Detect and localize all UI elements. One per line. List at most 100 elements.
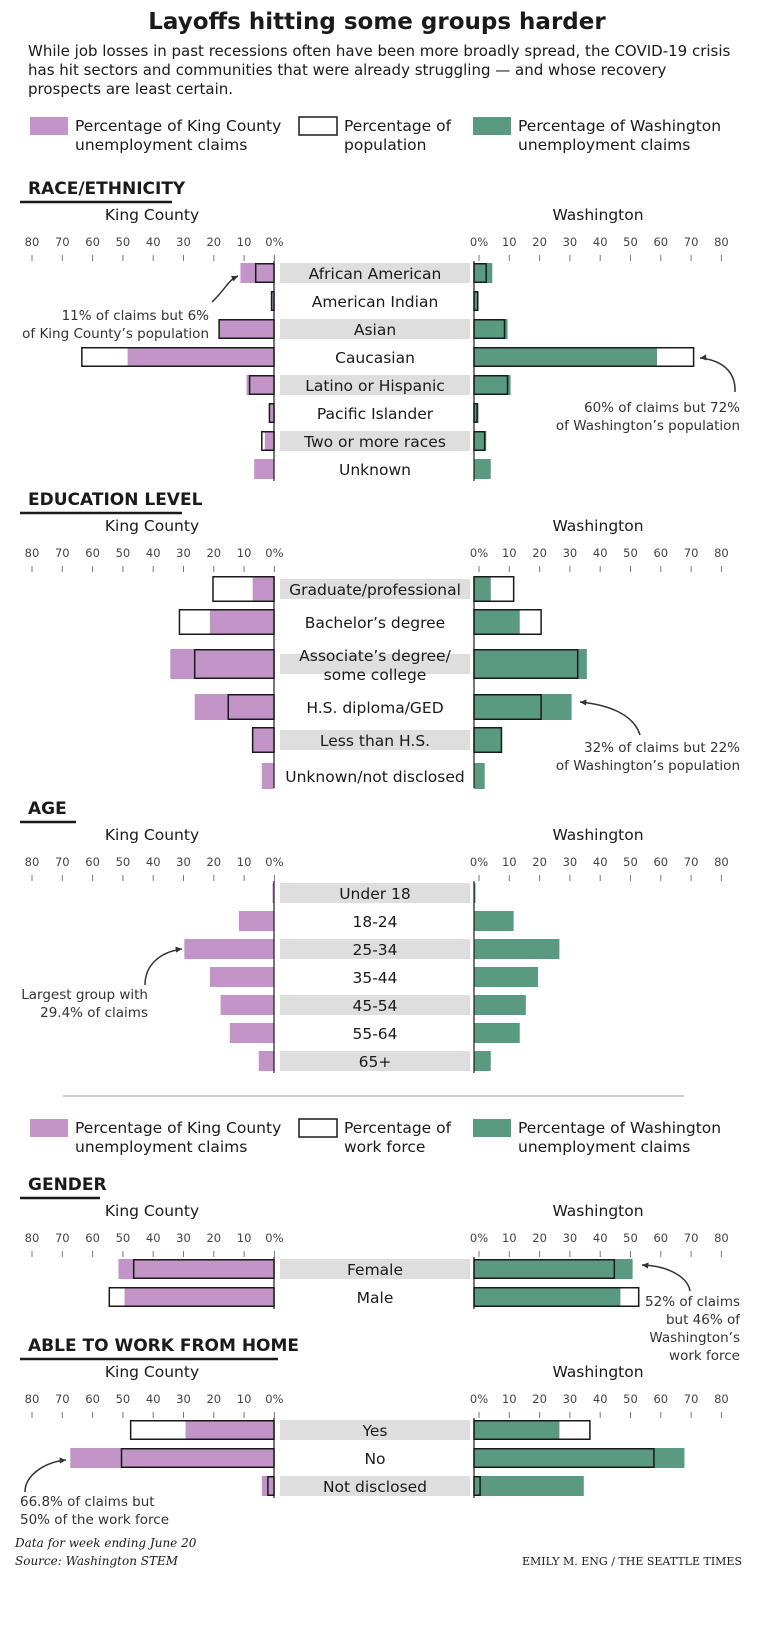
category-label: Bachelor’s degree — [305, 614, 445, 632]
legend-wa-claims-label: unemployment claims — [518, 1138, 690, 1156]
category-label: Unknown/not disclosed — [285, 768, 464, 786]
king-claims-bar — [264, 431, 274, 451]
king-axis-tick: 60 — [85, 235, 100, 249]
category-label: 65+ — [359, 1053, 392, 1071]
category-label: Caucasian — [335, 349, 415, 367]
king-axis-tick: 70 — [55, 1392, 70, 1406]
king-claims-bar — [270, 291, 274, 311]
wa-axis-tick: 70 — [684, 235, 699, 249]
king-axis-tick: 70 — [55, 546, 70, 560]
wa-axis-tick: 70 — [684, 1392, 699, 1406]
king-axis-tick: 20 — [206, 1392, 221, 1406]
king-axis-tick: 50 — [116, 1231, 131, 1245]
category-band — [280, 375, 470, 395]
wa-axis-tick: 30 — [563, 855, 578, 869]
king-claims-bar — [70, 1448, 274, 1468]
category-label: 45-54 — [352, 997, 397, 1015]
legend-baseline-label: work force — [344, 1138, 425, 1156]
king-axis-tick: 80 — [25, 235, 40, 249]
king-axis-tick: 60 — [85, 855, 100, 869]
king-axis-tick: 20 — [206, 235, 221, 249]
king-axis-tick: 10 — [237, 546, 252, 560]
wa-claims-bar — [474, 375, 511, 395]
category-label: Asian — [354, 321, 396, 339]
wa-axis-tick: 0% — [470, 546, 488, 560]
wa-claims-bar — [474, 1287, 621, 1307]
annotation-text: Largest group with — [21, 987, 148, 1003]
category-label: American Indian — [312, 293, 439, 311]
annotation-arrowhead — [580, 699, 587, 706]
king-axis-tick: 40 — [146, 855, 161, 869]
category-label: 18-24 — [352, 913, 397, 931]
category-band — [280, 319, 470, 339]
legend-wa-claims-label: Percentage of Washington — [518, 117, 721, 135]
king-claims-bar — [229, 1023, 274, 1043]
king-axis-tick: 30 — [176, 235, 191, 249]
category-band — [280, 1476, 470, 1496]
wa-claims-bar — [474, 911, 514, 931]
annotation-text: 32% of claims but 22% — [584, 740, 740, 756]
wa-axis-tick: 70 — [684, 855, 699, 869]
king-claims-bar — [238, 911, 274, 931]
wa-claims-bar — [474, 576, 491, 602]
legend-king-claims-swatch — [30, 117, 68, 135]
chart-subtitle-line: prospects are least certain. — [28, 80, 233, 98]
king-claims-bar — [254, 459, 274, 479]
category-band — [280, 995, 470, 1015]
wa-claims-bar — [474, 763, 485, 789]
wa-axis-tick: 50 — [623, 546, 638, 560]
washington-header: Washington — [552, 1202, 643, 1220]
king-axis-tick: 40 — [146, 546, 161, 560]
category-label: Unknown — [339, 461, 411, 479]
wa-claims-bar — [474, 347, 657, 367]
legend-king-claims-label: Percentage of King County — [75, 1119, 281, 1137]
king-county-header: King County — [105, 206, 199, 224]
king-claims-bar — [124, 1287, 274, 1307]
king-axis-tick: 60 — [85, 1392, 100, 1406]
king-claims-bar — [269, 403, 274, 423]
legend-wa-claims-label: Percentage of Washington — [518, 1119, 721, 1137]
wa-axis-tick: 60 — [653, 235, 668, 249]
king-axis-tick: 40 — [146, 235, 161, 249]
annotation-text: 60% of claims but 72% — [584, 400, 740, 416]
king-county-header: King County — [105, 517, 199, 535]
section-heading: RACE/ETHNICITY — [28, 179, 186, 199]
annotation-text: 29.4% of claims — [40, 1005, 148, 1021]
king-claims-bar — [127, 347, 274, 367]
category-label: Female — [347, 1261, 403, 1279]
wa-axis-tick: 60 — [653, 1231, 668, 1245]
legend-wa-claims-label: unemployment claims — [518, 136, 690, 154]
king-axis-tick: 10 — [237, 855, 252, 869]
category-band — [280, 431, 470, 451]
king-axis-tick: 60 — [85, 1231, 100, 1245]
wa-axis-tick: 20 — [532, 855, 547, 869]
wa-axis-tick: 70 — [684, 1231, 699, 1245]
king-axis-tick: 30 — [176, 1231, 191, 1245]
wa-axis-tick: 10 — [502, 1392, 517, 1406]
chart-subtitle-line: has hit sectors and communities that wer… — [28, 61, 667, 79]
annotation-arrowhead — [642, 1262, 649, 1269]
annotation-text: of Washington’s population — [556, 418, 740, 434]
king-claims-bar — [240, 263, 274, 283]
wa-axis-tick: 80 — [714, 855, 729, 869]
wa-axis-tick: 80 — [714, 1392, 729, 1406]
category-label: Graduate/professional — [289, 581, 461, 599]
category-band — [280, 1420, 470, 1440]
king-axis-tick: 70 — [55, 235, 70, 249]
category-label: Latino or Hispanic — [305, 377, 445, 395]
king-axis-tick: 70 — [55, 1231, 70, 1245]
king-axis-tick: 80 — [25, 1231, 40, 1245]
king-claims-bar — [261, 763, 274, 789]
chart-title: Layoffs hitting some groups harder — [148, 9, 606, 35]
king-claims-bar — [184, 939, 274, 959]
category-label: 25-34 — [352, 941, 397, 959]
category-band — [280, 1259, 470, 1279]
wa-axis-tick: 30 — [563, 1392, 578, 1406]
category-label: Male — [357, 1289, 394, 1307]
king-axis-tick: 50 — [116, 235, 131, 249]
wa-claims-bar — [474, 649, 587, 679]
king-axis-tick: 20 — [206, 855, 221, 869]
category-label: Two or more races — [303, 433, 446, 451]
wa-axis-tick: 80 — [714, 235, 729, 249]
wa-axis-tick: 40 — [593, 855, 608, 869]
